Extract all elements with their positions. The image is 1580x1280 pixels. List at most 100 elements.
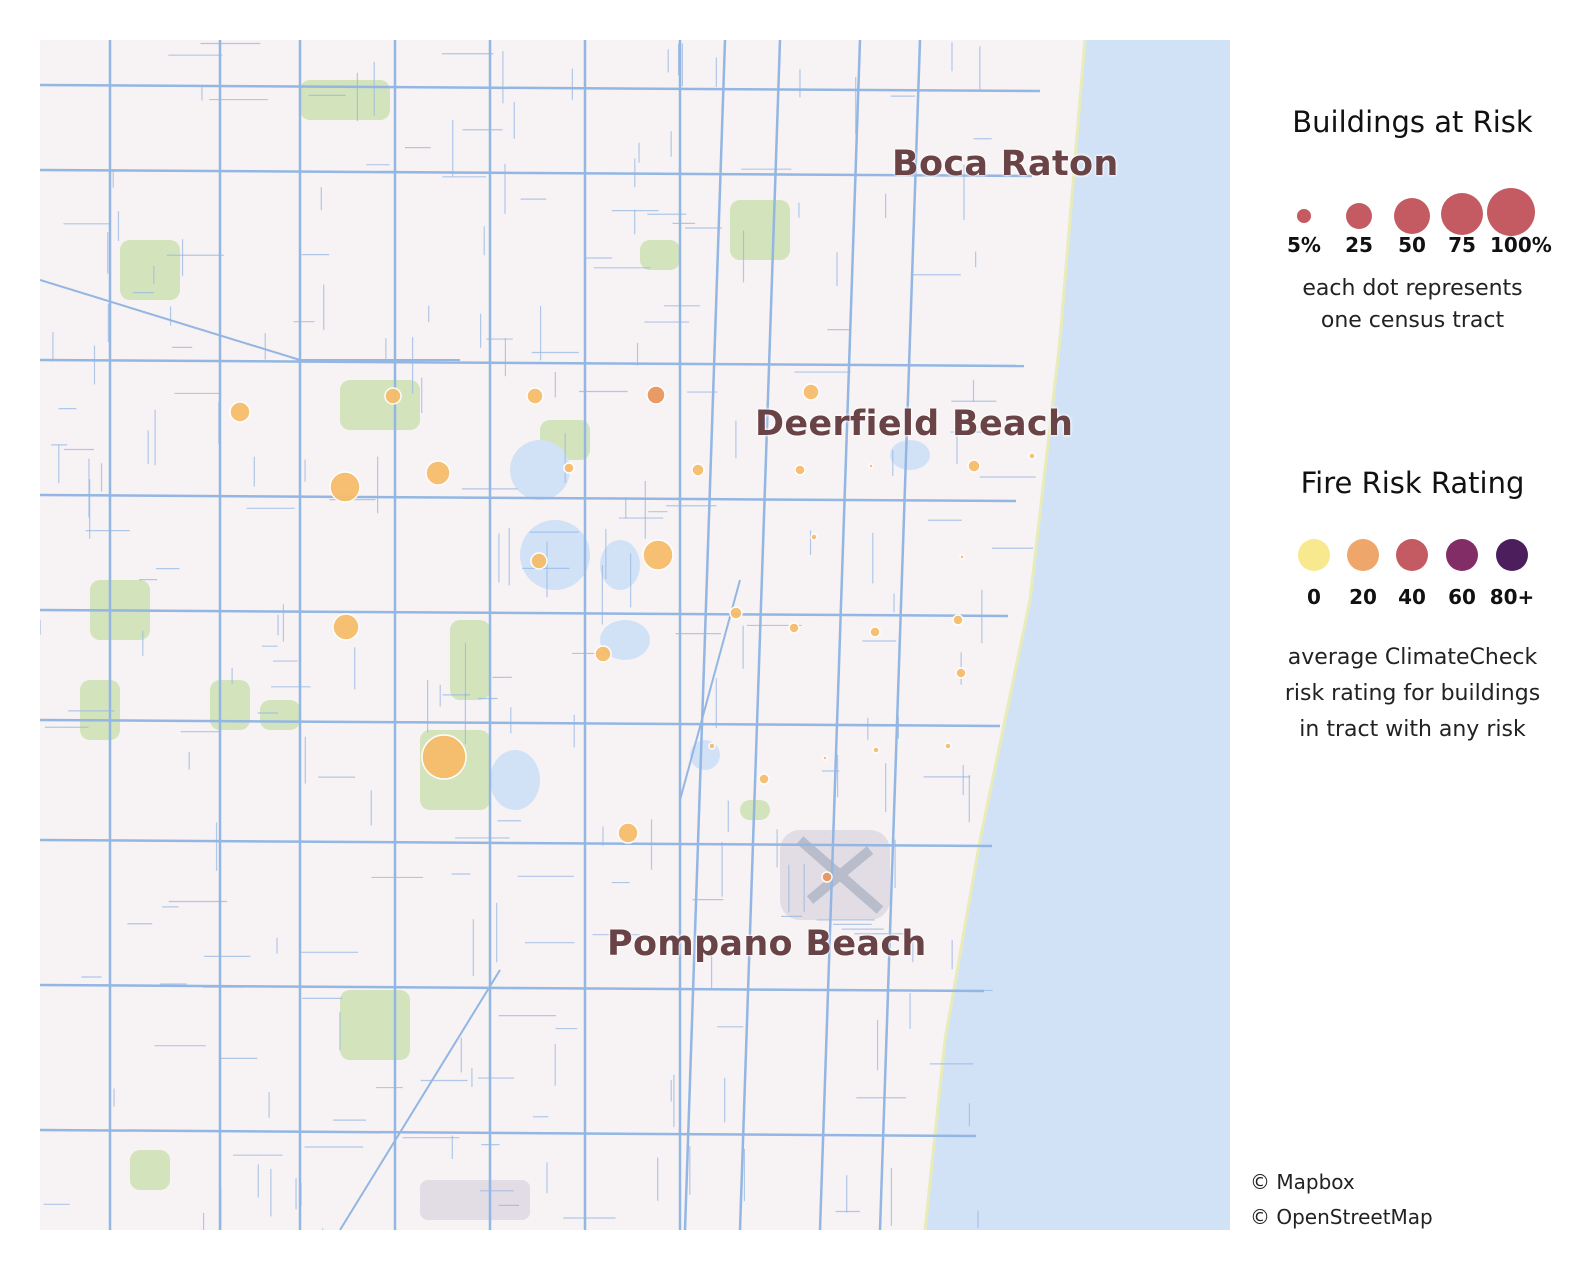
coastline bbox=[923, 40, 1087, 1230]
tract-dot-30 bbox=[617, 822, 639, 844]
road-ew-6 bbox=[40, 838, 993, 848]
road-ew-7 bbox=[40, 983, 985, 993]
tract-dot-6 bbox=[425, 460, 451, 486]
road-ns-10 bbox=[878, 40, 922, 1230]
city-label-boca-raton: Boca Raton bbox=[892, 144, 1119, 184]
tract-dot-21 bbox=[869, 626, 881, 638]
airport-runways bbox=[796, 836, 884, 914]
tract-dot-20 bbox=[788, 622, 800, 634]
tract-dot-28 bbox=[944, 742, 952, 750]
tract-dot-11 bbox=[967, 459, 981, 473]
size-dot-100 bbox=[1487, 188, 1535, 236]
size-dot-75 bbox=[1441, 193, 1483, 235]
park-area-14 bbox=[130, 1150, 170, 1190]
tract-dot-17 bbox=[332, 613, 360, 641]
size-dot-25 bbox=[1346, 203, 1372, 229]
park-area-13 bbox=[260, 700, 300, 730]
map-canvas[interactable]: Boca Raton Deerfield Beach Pompano Beach bbox=[40, 40, 1230, 1230]
color-legend-title: Fire Risk Rating bbox=[1300, 466, 1525, 500]
park-area-7 bbox=[340, 990, 410, 1060]
color-label-80: 80+ bbox=[1489, 585, 1535, 609]
tract-dot-19 bbox=[729, 606, 743, 620]
size-legend-row: 5% 25 50 75 100% bbox=[1245, 170, 1580, 260]
size-legend-title: Buildings at Risk bbox=[1292, 105, 1533, 139]
lake-0 bbox=[510, 440, 570, 500]
size-legend-note-line-2: one census tract bbox=[1320, 308, 1505, 333]
tract-dot-12 bbox=[1028, 452, 1036, 460]
tract-dot-16 bbox=[959, 554, 965, 560]
color-legend-note-line-2: risk rating for buildings bbox=[1284, 681, 1541, 706]
tract-dot-5 bbox=[329, 471, 361, 503]
color-label-40: 40 bbox=[1398, 585, 1426, 609]
road-ew-4 bbox=[40, 608, 1009, 618]
size-label-75: 75 bbox=[1448, 233, 1476, 257]
city-label-pompano-beach: Pompano Beach bbox=[607, 924, 927, 964]
tract-dot-27 bbox=[872, 746, 880, 754]
tract-dot-10 bbox=[868, 463, 874, 469]
park-area-2 bbox=[450, 620, 490, 700]
tract-dot-7 bbox=[563, 462, 575, 474]
size-label-5: 5% bbox=[1287, 233, 1321, 257]
size-label-50: 50 bbox=[1398, 233, 1426, 257]
tract-dot-2 bbox=[526, 387, 544, 405]
park-area-1 bbox=[340, 380, 420, 430]
color-legend-row: 0 20 40 60 80+ bbox=[1245, 530, 1580, 620]
ocean bbox=[925, 40, 1230, 1230]
attribution-openstreetmap[interactable]: © OpenStreetMap bbox=[1250, 1205, 1433, 1229]
lake-5 bbox=[600, 620, 650, 660]
park-area-0 bbox=[730, 200, 790, 260]
tract-dot-14 bbox=[530, 552, 548, 570]
road-diagonal-north bbox=[40, 279, 460, 361]
tract-dot-25 bbox=[708, 742, 716, 750]
lake-6 bbox=[890, 440, 930, 470]
color-label-20: 20 bbox=[1349, 585, 1377, 609]
color-dot-80 bbox=[1496, 539, 1528, 571]
color-dot-20 bbox=[1347, 539, 1379, 571]
tract-dot-26 bbox=[822, 755, 828, 761]
tract-dot-31 bbox=[821, 871, 833, 883]
tract-dot-0 bbox=[229, 401, 251, 423]
attribution-mapbox[interactable]: © Mapbox bbox=[1250, 1170, 1355, 1194]
park-area-12 bbox=[300, 80, 390, 120]
color-dot-60 bbox=[1446, 539, 1478, 571]
color-legend-note-line-1: average ClimateCheck bbox=[1287, 645, 1538, 670]
lake-3 bbox=[490, 750, 540, 810]
road-ns-9 bbox=[818, 40, 862, 1230]
tract-dot-24 bbox=[421, 734, 467, 780]
road-ew-0 bbox=[40, 83, 1041, 93]
tract-dot-22 bbox=[952, 614, 964, 626]
tract-dot-18 bbox=[594, 645, 612, 663]
road-ew-8 bbox=[40, 1128, 977, 1138]
lake-2 bbox=[600, 540, 640, 590]
park-area-4 bbox=[120, 240, 180, 300]
park-area-8 bbox=[80, 680, 120, 740]
tract-dot-8 bbox=[691, 463, 705, 477]
tract-dot-9 bbox=[794, 464, 806, 476]
tract-dot-4 bbox=[802, 383, 820, 401]
color-label-60: 60 bbox=[1448, 585, 1476, 609]
color-dot-40 bbox=[1396, 539, 1428, 571]
road-ew-3 bbox=[40, 493, 1017, 503]
color-label-0: 0 bbox=[1307, 585, 1321, 609]
city-label-deerfield-beach: Deerfield Beach bbox=[755, 404, 1074, 444]
color-dot-0 bbox=[1298, 539, 1330, 571]
size-label-25: 25 bbox=[1345, 233, 1373, 257]
tract-dot-23 bbox=[955, 667, 967, 679]
tract-dot-13 bbox=[642, 539, 674, 571]
park-area-10 bbox=[640, 240, 680, 270]
basemap bbox=[40, 40, 1230, 1230]
road-ew-2 bbox=[40, 358, 1025, 368]
size-dot-5 bbox=[1297, 209, 1311, 223]
road-ew-1 bbox=[40, 168, 1033, 178]
size-legend-note-line-1: each dot represents bbox=[1302, 276, 1523, 301]
tract-dot-29 bbox=[758, 773, 770, 785]
tract-dot-15 bbox=[810, 533, 818, 541]
road-diagonals bbox=[339, 579, 741, 1230]
tract-dot-3 bbox=[646, 385, 666, 405]
lake-1 bbox=[520, 520, 590, 590]
tract-dot-1 bbox=[384, 387, 402, 405]
road-ew-5 bbox=[40, 718, 1001, 728]
color-legend-note-line-3: in tract with any risk bbox=[1299, 717, 1526, 742]
road-ns-7 bbox=[683, 40, 727, 1230]
size-dot-50 bbox=[1394, 198, 1430, 234]
